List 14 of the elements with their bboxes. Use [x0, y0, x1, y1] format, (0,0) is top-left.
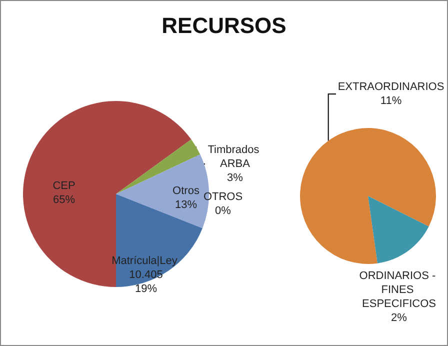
slice-label: ORDINARIOS - FINES ESPECIFICOS [359, 270, 439, 310]
data-label: 11% [380, 95, 402, 107]
slice-label: EXTRAORDINARIOS [338, 81, 444, 93]
category-label: OTROS [203, 191, 243, 203]
slice-label: Timbrados ARBA [208, 144, 262, 170]
slice-label: Otros [172, 185, 200, 197]
data-label: 19% [134, 283, 158, 295]
data-label: 13% [174, 199, 198, 211]
data-label: 2% [391, 312, 408, 324]
data-label: 65% [52, 194, 76, 206]
chart-title: RECURSOS [160, 13, 288, 39]
text: 0% [215, 205, 231, 217]
slice-label: CEP [52, 180, 76, 192]
data-label: 3% [227, 172, 244, 184]
